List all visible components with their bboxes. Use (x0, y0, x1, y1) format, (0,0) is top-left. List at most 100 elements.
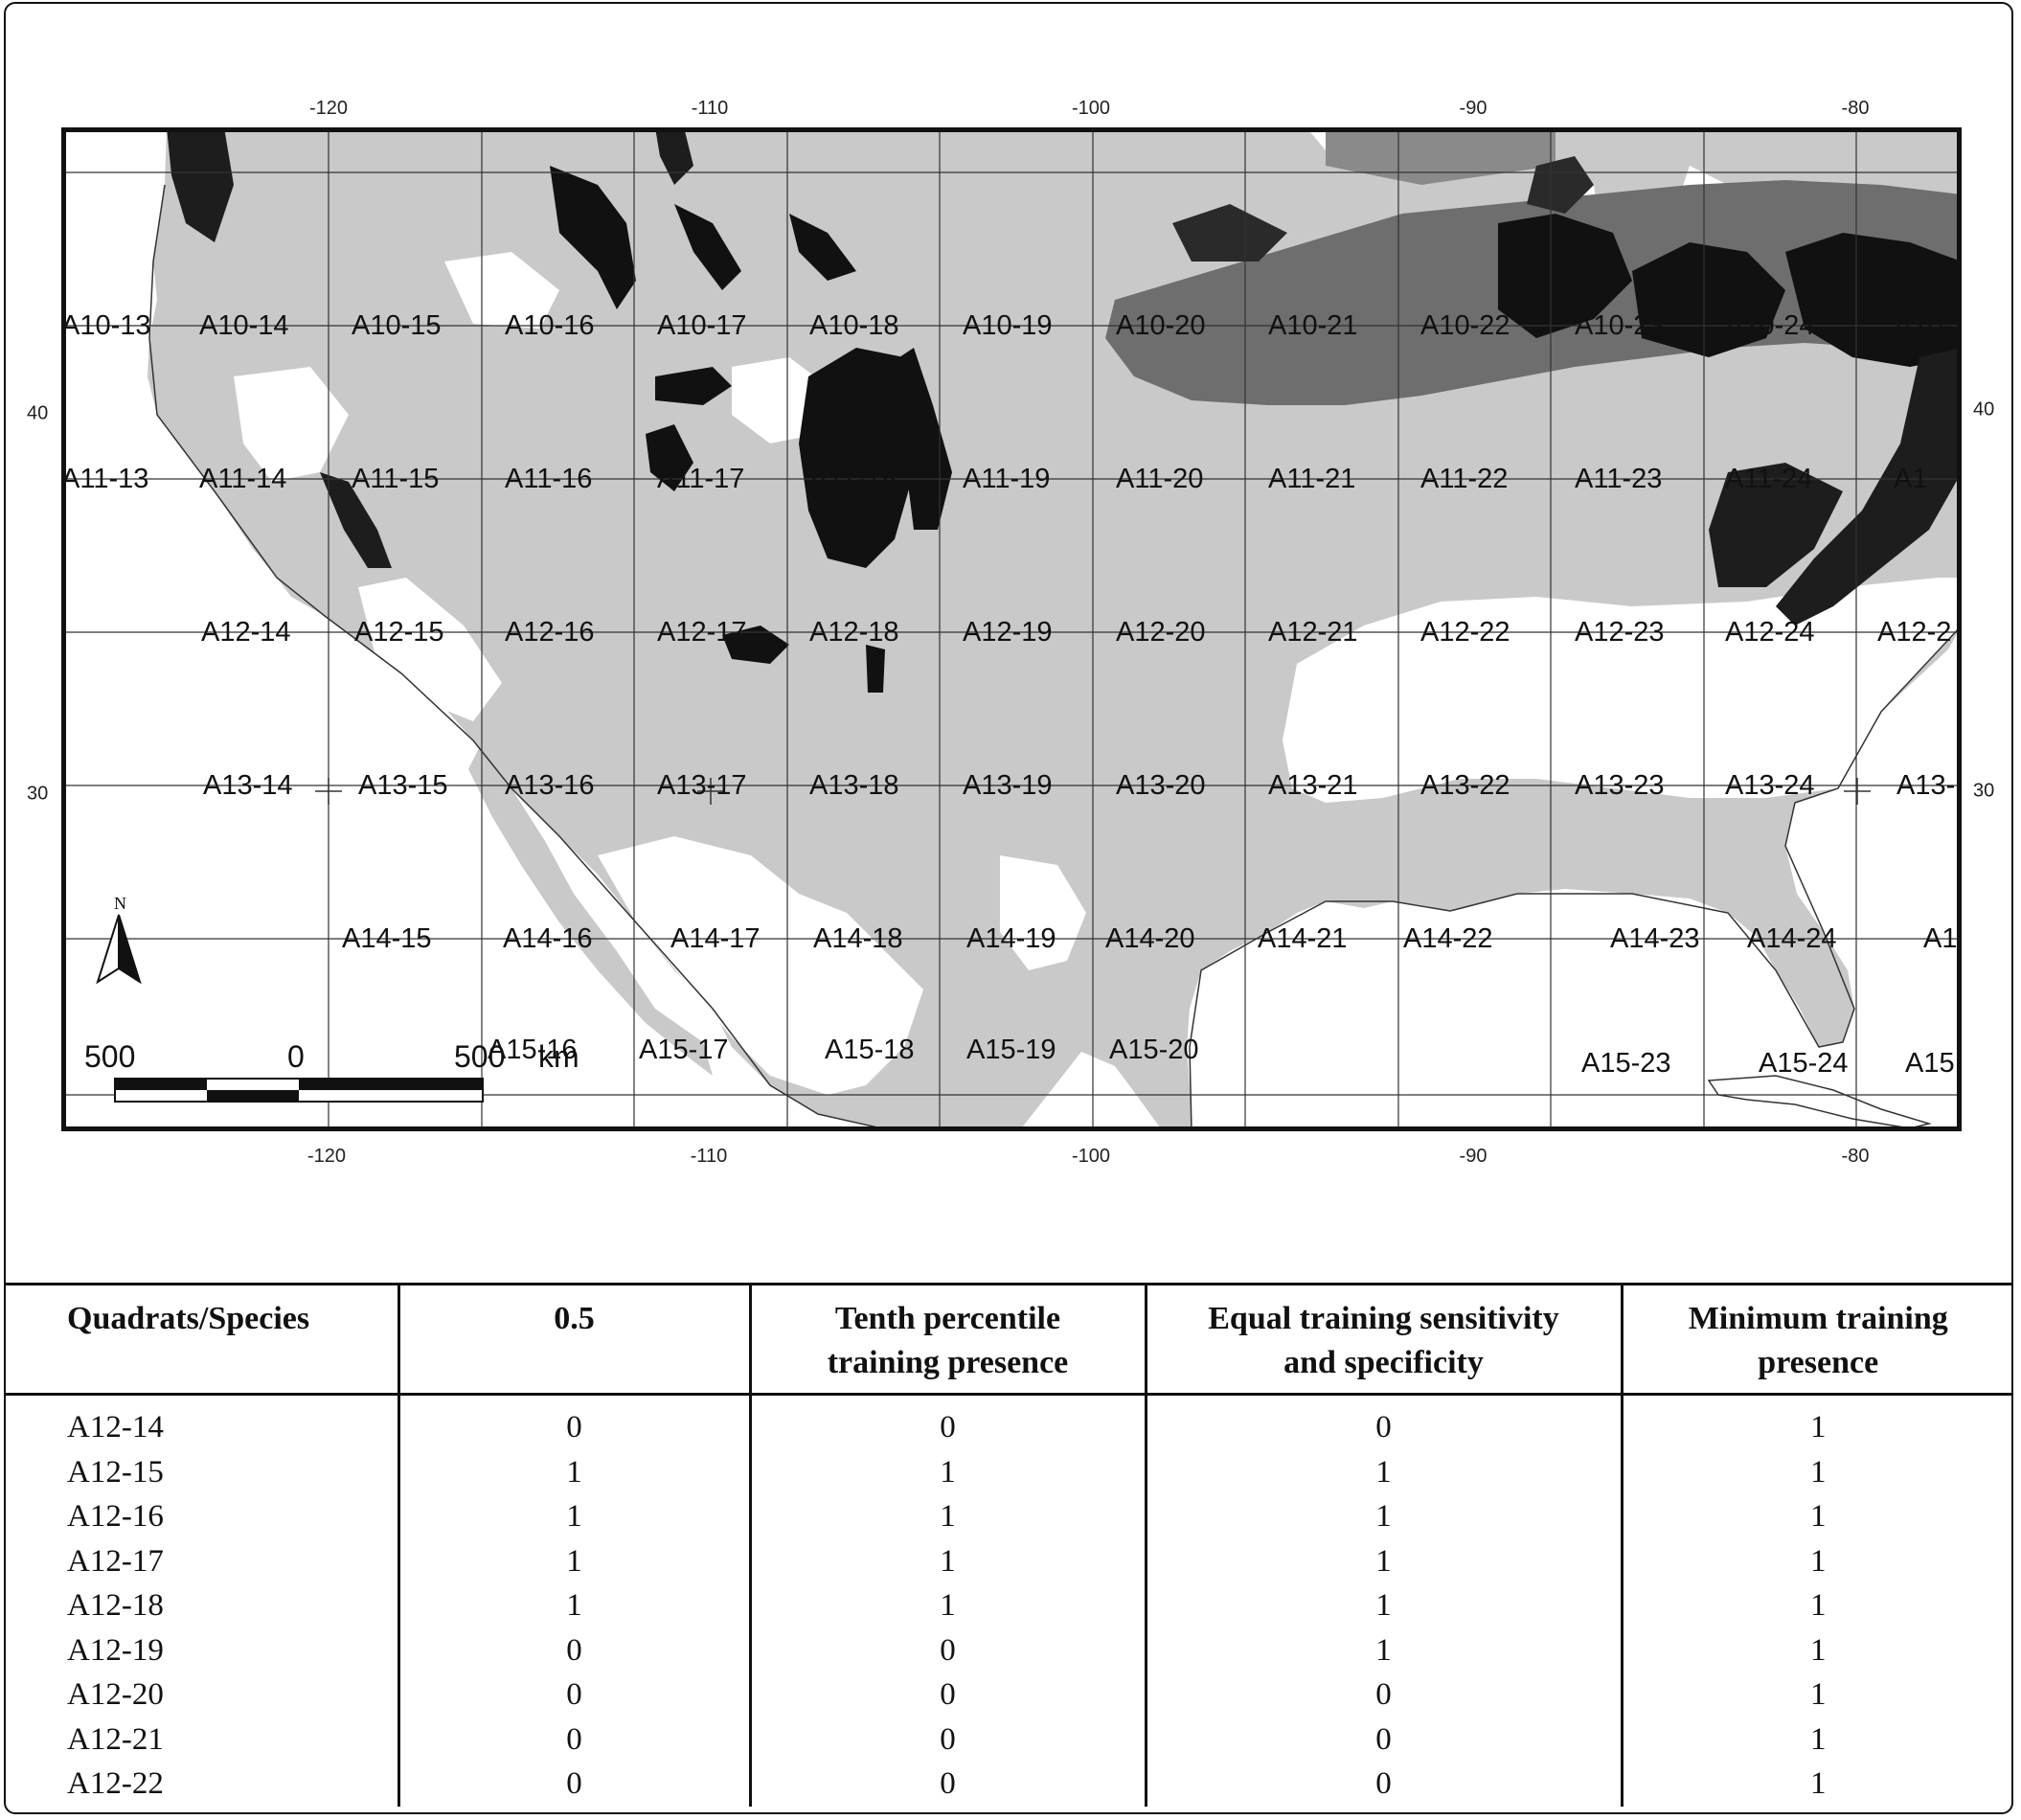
quadrat-label: A13-14 (203, 770, 293, 801)
table-row: A12-17 1 1 1 1 (4, 1538, 2013, 1583)
quadrat-label: A13-15 (358, 770, 448, 801)
suitable-high-region (1785, 233, 1962, 367)
suitable-high-region (1632, 242, 1785, 357)
presence-cell: 0 (1144, 1717, 1622, 1762)
quadrat-label: A10-23 (1575, 310, 1665, 341)
quadrat-label: A13-19 (963, 770, 1053, 801)
quadrat-label: A10-16 (505, 310, 595, 341)
presence-cell: 1 (397, 1538, 750, 1583)
scale-bar: 500 0 500 km (84, 1039, 579, 1103)
unsuitable-zone (234, 367, 349, 482)
quadrat-cell: A12-15 (67, 1454, 164, 1490)
quadrat-label: A14-17 (670, 923, 761, 954)
quadrat-label: A12-19 (963, 617, 1053, 648)
quadrat-label: A12-20 (1116, 617, 1206, 648)
table-row: A12-19 0 0 1 1 (4, 1627, 2013, 1672)
presence-cell: 1 (1620, 1538, 2013, 1583)
quadrat-label: A12-21 (1268, 617, 1358, 648)
lon-tick-top: -120 (308, 98, 349, 119)
quadrat-label: A15-24 (1759, 1048, 1849, 1079)
lat-tick-right: 40 (1973, 398, 1995, 421)
suitable-high-region (722, 626, 789, 664)
presence-cell: 1 (397, 1583, 750, 1628)
quadrat-label: A12-22 (1420, 617, 1510, 648)
quadrat-label: A14-23 (1610, 923, 1700, 954)
presence-cell: 0 (397, 1762, 750, 1807)
coastline (148, 184, 896, 1131)
table-row: A12-20 0 0 0 1 (4, 1672, 2013, 1718)
lat-tick-left: 30 (27, 783, 49, 805)
quadrat-label: A14-20 (1105, 923, 1195, 954)
presence-cell: 1 (1620, 1449, 2013, 1494)
suitable-high-region (789, 214, 856, 281)
quadrat-label: A15-16 (488, 1035, 578, 1065)
table-row: A12-18 1 1 1 1 (4, 1583, 2013, 1628)
quadrat-label: A12-2 (1877, 617, 1951, 648)
table-row: A12-22 0 0 0 1 (4, 1762, 2013, 1807)
presence-cell: 1 (397, 1449, 750, 1494)
presence-cell: 1 (1620, 1672, 2013, 1718)
north-arrow: N (96, 894, 142, 985)
quadrat-label: A14-21 (1258, 923, 1348, 954)
suitable-high-region (799, 348, 923, 568)
header-tenth-percentile: Tenth percentile training presence (748, 1283, 1146, 1396)
lon-tick-top: -110 (691, 98, 729, 119)
quadrat-label: A11-21 (1268, 464, 1355, 494)
quadrat-label: A10-17 (657, 310, 747, 341)
presence-cell: 1 (1620, 1583, 2013, 1628)
unsuitable-zone (358, 578, 502, 721)
table-row: A12-14 0 0 0 1 (4, 1394, 2013, 1450)
suitable-high-region (655, 127, 693, 185)
results-table: Quadrats/Species 0.5 Tenth percentile tra… (4, 1283, 2013, 1807)
suitable-high-region (1527, 156, 1594, 214)
quadrat-label: A13- (1896, 770, 1955, 801)
quadrat-label: A13-22 (1420, 770, 1510, 801)
quadrat-label: A14-16 (503, 923, 593, 954)
header-quadrats-species: Quadrats/Species (4, 1283, 398, 1396)
quadrat-label: A12-16 (505, 617, 595, 648)
suitable-high-region (646, 424, 693, 491)
presence-cell: 1 (748, 1583, 1146, 1628)
suitable-high-region (550, 166, 636, 309)
quadrat-label: A15-20 (1109, 1035, 1199, 1065)
lon-tick-top: -80 (1841, 98, 1870, 119)
quadrat-label: A15 (1905, 1048, 1955, 1079)
header-threshold-0-5: 0.5 (397, 1283, 750, 1396)
lon-tick-bottom: -90 (1459, 1146, 1487, 1167)
presence-cell: 0 (748, 1762, 1146, 1807)
quadrat-label: A12-15 (354, 617, 444, 648)
quadrat-cell: A12-16 (67, 1499, 164, 1535)
presence-cell: 1 (1620, 1627, 2013, 1672)
suitable-mid-region (1326, 127, 1555, 185)
quadrat-label: A1 (1923, 923, 1957, 954)
lat-tick-left: 40 (27, 402, 49, 424)
lon-tick-top: -90 (1459, 98, 1487, 119)
presence-cell: 1 (1144, 1583, 1622, 1628)
quadrat-label: A11-14 (199, 464, 286, 494)
table-row: A12-16 1 1 1 1 (4, 1494, 2013, 1539)
lon-tick-bottom: -100 (1071, 1146, 1111, 1167)
quadrat-label: A12-14 (201, 617, 291, 648)
presence-cell: 1 (1620, 1762, 2013, 1807)
table-row: A12-15 1 1 1 1 (4, 1449, 2013, 1494)
quadrat-label: A15-23 (1581, 1048, 1671, 1079)
suitable-high-region (655, 367, 732, 405)
coastline (1189, 625, 1962, 1131)
quadrat-label: A14-15 (342, 923, 432, 954)
quadrat-cell: A12-21 (67, 1721, 164, 1757)
quadrat-label: A10-20 (1116, 310, 1206, 341)
quadrat-label: A11-24 (1725, 464, 1812, 494)
quadrat-label: A11-22 (1420, 464, 1508, 494)
quadrat-cell: A12-19 (67, 1632, 164, 1668)
suitable-high-region (1172, 204, 1287, 262)
quadrat-label: A12-17 (657, 617, 747, 648)
quadrat-label: A13-24 (1725, 770, 1815, 801)
quadrat-label: A11-16 (505, 464, 592, 494)
suitable-high-region (320, 472, 392, 568)
quadrat-label: A11-17 (657, 464, 744, 494)
suitable-high-region (674, 204, 741, 290)
presence-cell: 0 (397, 1717, 750, 1762)
suitability-map: A10-13 A10-14 A10-15 A10-16 A10-17 A10-18 A10-… (61, 127, 1962, 1131)
presence-cell: 1 (1620, 1717, 2013, 1762)
quadrat-label: A13-17 (657, 770, 747, 801)
